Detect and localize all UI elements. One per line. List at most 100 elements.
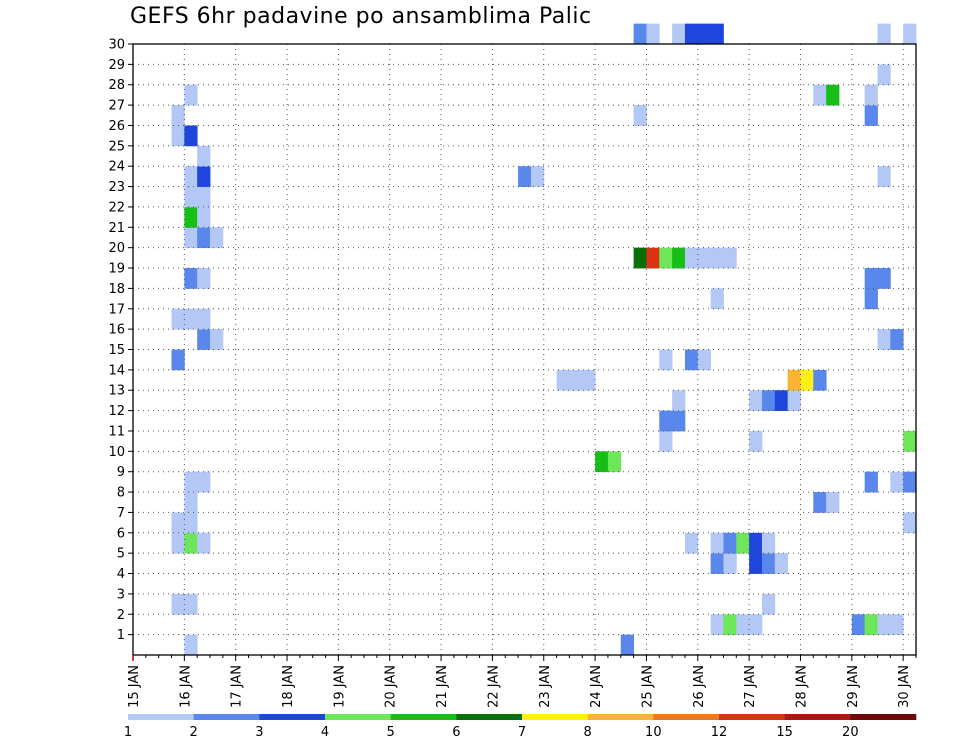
heatmap-cell bbox=[633, 105, 647, 126]
x-tick-label: 22 JAN bbox=[486, 665, 501, 708]
heatmap-cell bbox=[672, 390, 686, 411]
heatmap-cell bbox=[518, 166, 532, 187]
heatmap-cell bbox=[877, 64, 891, 86]
heatmap-cell bbox=[197, 227, 211, 249]
colorbar-swatch bbox=[325, 714, 391, 720]
heatmap-cell bbox=[184, 227, 198, 249]
heatmap-cell bbox=[171, 105, 185, 126]
heatmap-cell bbox=[184, 308, 198, 330]
heatmap-cell bbox=[787, 369, 801, 391]
x-tick-label: 18 JAN bbox=[281, 665, 296, 708]
x-tick-label: 26 JAN bbox=[692, 665, 707, 708]
heatmap-cell bbox=[877, 268, 891, 289]
heatmap-cell bbox=[749, 553, 763, 574]
heatmap-cell bbox=[710, 532, 724, 554]
y-tick-label: 11 bbox=[108, 424, 125, 439]
heatmap-cell bbox=[813, 369, 827, 391]
heatmap-cell bbox=[864, 84, 878, 106]
x-tick-label: 20 JAN bbox=[384, 665, 399, 708]
colorbar-swatch bbox=[587, 714, 654, 720]
heatmap-cell bbox=[877, 23, 891, 45]
colorbar-swatch bbox=[456, 714, 523, 720]
y-tick-label: 7 bbox=[117, 506, 125, 521]
heatmap-cell bbox=[710, 23, 724, 45]
heatmap-cell bbox=[659, 349, 673, 371]
heatmap-cell bbox=[184, 166, 198, 187]
heatmap-cell bbox=[826, 84, 840, 106]
y-tick-label: 8 bbox=[117, 486, 125, 501]
heatmap-cell bbox=[697, 247, 712, 269]
heatmap-cell bbox=[210, 329, 224, 350]
heatmap-cell bbox=[710, 553, 724, 574]
colorbar-label: 10 bbox=[645, 725, 662, 740]
x-tick-label: 15 JAN bbox=[127, 665, 142, 708]
heatmap-cell bbox=[774, 553, 789, 574]
x-tick-label: 25 JAN bbox=[640, 665, 655, 708]
heatmap-cell bbox=[184, 125, 198, 147]
heatmap-cell bbox=[184, 593, 198, 615]
heatmap-cell bbox=[787, 390, 801, 411]
heatmap-cell bbox=[184, 471, 198, 493]
x-tick-label: 24 JAN bbox=[589, 665, 604, 708]
y-tick-label: 22 bbox=[108, 200, 125, 215]
heatmap-cell bbox=[620, 634, 635, 656]
heatmap-cell bbox=[530, 166, 545, 187]
heatmap-cell bbox=[813, 492, 827, 513]
heatmap-cell bbox=[684, 23, 699, 45]
heatmap-cell bbox=[672, 410, 686, 432]
heatmap-cell bbox=[697, 349, 712, 371]
heatmap-cell bbox=[723, 247, 737, 269]
heatmap-cell bbox=[210, 227, 224, 249]
heatmap-cell bbox=[749, 430, 763, 452]
y-tick-label: 10 bbox=[108, 445, 125, 460]
heatmap-cell bbox=[197, 145, 211, 167]
heatmap-cell bbox=[556, 369, 570, 391]
colorbar-swatch bbox=[850, 714, 917, 720]
heatmap-cell bbox=[633, 23, 647, 45]
heatmap-cell bbox=[646, 23, 660, 45]
x-tick-label: 17 JAN bbox=[230, 665, 245, 708]
heatmap-cells bbox=[171, 23, 917, 656]
colorbar-label: 7 bbox=[518, 725, 526, 740]
heatmap-cell bbox=[723, 532, 737, 554]
heatmap-cell bbox=[184, 532, 198, 554]
heatmap-cell bbox=[684, 247, 699, 269]
heatmap-cell bbox=[890, 614, 904, 636]
heatmap-cell bbox=[171, 308, 185, 330]
heatmap-cell bbox=[672, 247, 686, 269]
heatmap-cell bbox=[171, 532, 185, 554]
colorbar-label: 5 bbox=[387, 725, 395, 740]
y-tick-label: 16 bbox=[108, 323, 125, 338]
y-tick-label: 24 bbox=[108, 160, 125, 175]
heatmap-cell bbox=[710, 247, 724, 269]
heatmap-cell bbox=[736, 614, 750, 636]
colorbar-label: 1 bbox=[124, 725, 132, 740]
heatmap-cell bbox=[903, 471, 917, 493]
colorbar-label: 15 bbox=[776, 725, 793, 740]
heatmap-cell bbox=[184, 492, 198, 513]
y-axis: 1234567891011121314151617181920212223242… bbox=[108, 38, 133, 643]
colorbar-swatch bbox=[128, 714, 194, 720]
heatmap-cell bbox=[197, 166, 211, 187]
heatmap-cell bbox=[749, 614, 763, 636]
heatmap-cell bbox=[890, 329, 904, 350]
colorbar-label: 8 bbox=[584, 725, 592, 740]
x-tick-label: 29 JAN bbox=[846, 665, 861, 708]
y-tick-label: 27 bbox=[108, 99, 125, 114]
y-tick-label: 2 bbox=[117, 608, 125, 623]
heatmap-cell bbox=[813, 84, 827, 106]
y-tick-label: 12 bbox=[108, 404, 125, 419]
colorbar-swatch bbox=[522, 714, 588, 720]
heatmap-cell bbox=[595, 451, 609, 473]
heatmap-cell bbox=[890, 471, 904, 493]
heatmap-cell bbox=[761, 593, 776, 615]
heatmap-cell bbox=[197, 268, 211, 289]
y-tick-label: 28 bbox=[108, 78, 125, 93]
heatmap-cell bbox=[877, 614, 891, 636]
colorbar-label: 20 bbox=[842, 725, 859, 740]
y-tick-label: 1 bbox=[117, 628, 125, 643]
y-tick-label: 21 bbox=[108, 221, 125, 236]
heatmap-cell bbox=[607, 451, 622, 473]
heatmap-cell bbox=[851, 614, 866, 636]
heatmap-cell bbox=[903, 23, 917, 45]
